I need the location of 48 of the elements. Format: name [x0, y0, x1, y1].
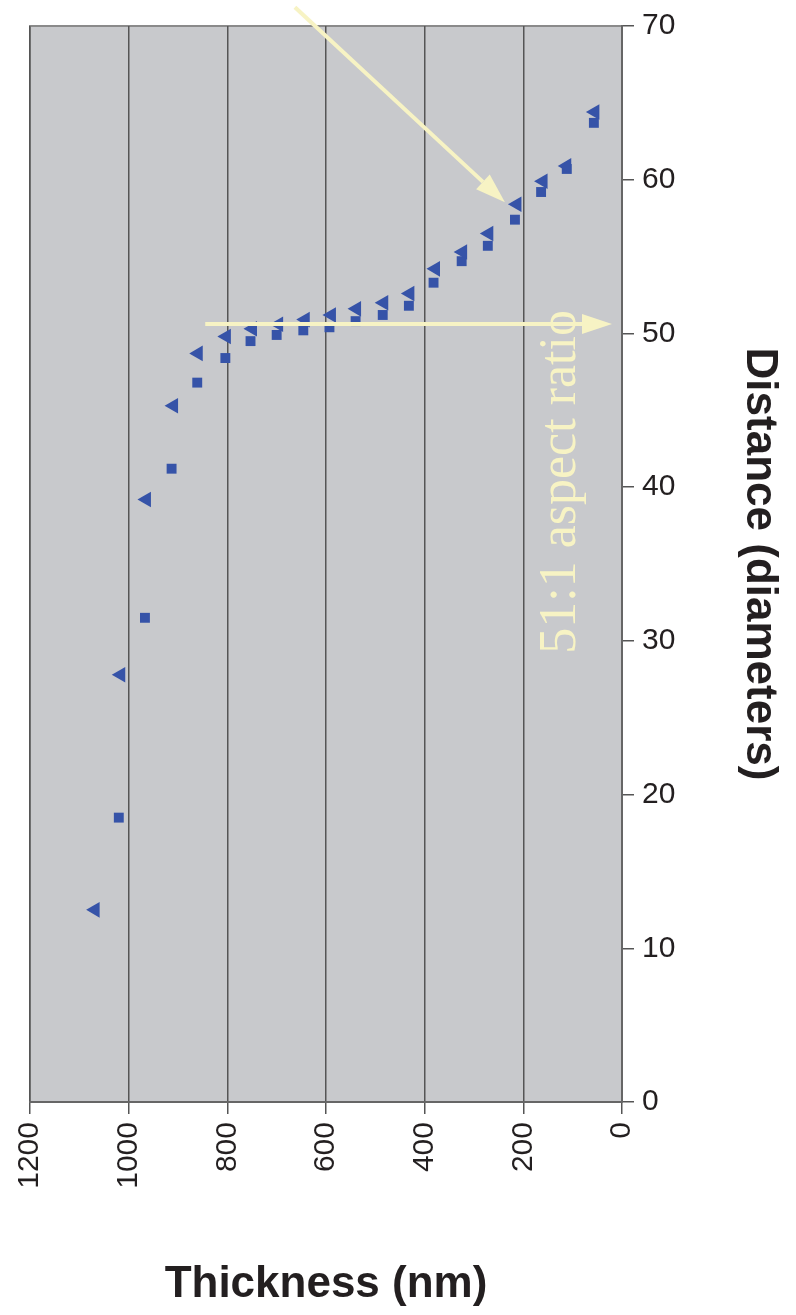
point — [140, 612, 150, 623]
y-tick-label: 60 — [642, 160, 676, 194]
y-tick-label: 10 — [642, 929, 676, 963]
x-tick-label: 400 — [405, 1122, 439, 1173]
y-tick-label: 50 — [642, 314, 676, 348]
point — [453, 244, 468, 260]
x-tick-label: 0 — [603, 1122, 637, 1139]
point — [164, 397, 179, 414]
point — [271, 330, 282, 340]
x-tick-label: 1200 — [11, 1122, 45, 1189]
point — [113, 812, 124, 823]
point — [374, 294, 389, 311]
point — [189, 345, 203, 362]
point — [428, 277, 439, 288]
point — [507, 196, 522, 213]
point — [534, 173, 548, 190]
point — [217, 328, 231, 345]
y-tick-label: 20 — [642, 775, 676, 809]
x-tick-label: 800 — [208, 1122, 242, 1173]
point — [403, 300, 414, 311]
point — [111, 666, 126, 683]
point — [426, 261, 441, 277]
x-tick-label: 600 — [307, 1122, 341, 1173]
y-tick-label: 0 — [642, 1083, 659, 1117]
point — [536, 187, 547, 197]
y-tick-label: 30 — [642, 622, 676, 656]
point — [192, 377, 203, 388]
point — [585, 104, 600, 120]
point — [588, 117, 599, 128]
point — [479, 225, 494, 242]
point — [322, 307, 336, 323]
x-axis-title: Thickness (nm) — [164, 1256, 488, 1306]
point — [347, 301, 362, 317]
x-tick-label: 200 — [504, 1122, 538, 1173]
point — [86, 902, 100, 918]
point — [166, 463, 177, 474]
point — [510, 214, 520, 225]
point — [400, 285, 415, 302]
point — [557, 158, 572, 174]
y-tick-label: 70 — [642, 7, 676, 41]
point — [377, 310, 388, 320]
y-tick-label: 40 — [642, 468, 676, 502]
y-axis-title: Distance (diameters) — [738, 347, 788, 781]
point — [482, 240, 493, 251]
point — [220, 353, 231, 363]
point — [137, 491, 151, 508]
x-tick-label: 1000 — [109, 1122, 143, 1189]
point — [245, 336, 256, 347]
